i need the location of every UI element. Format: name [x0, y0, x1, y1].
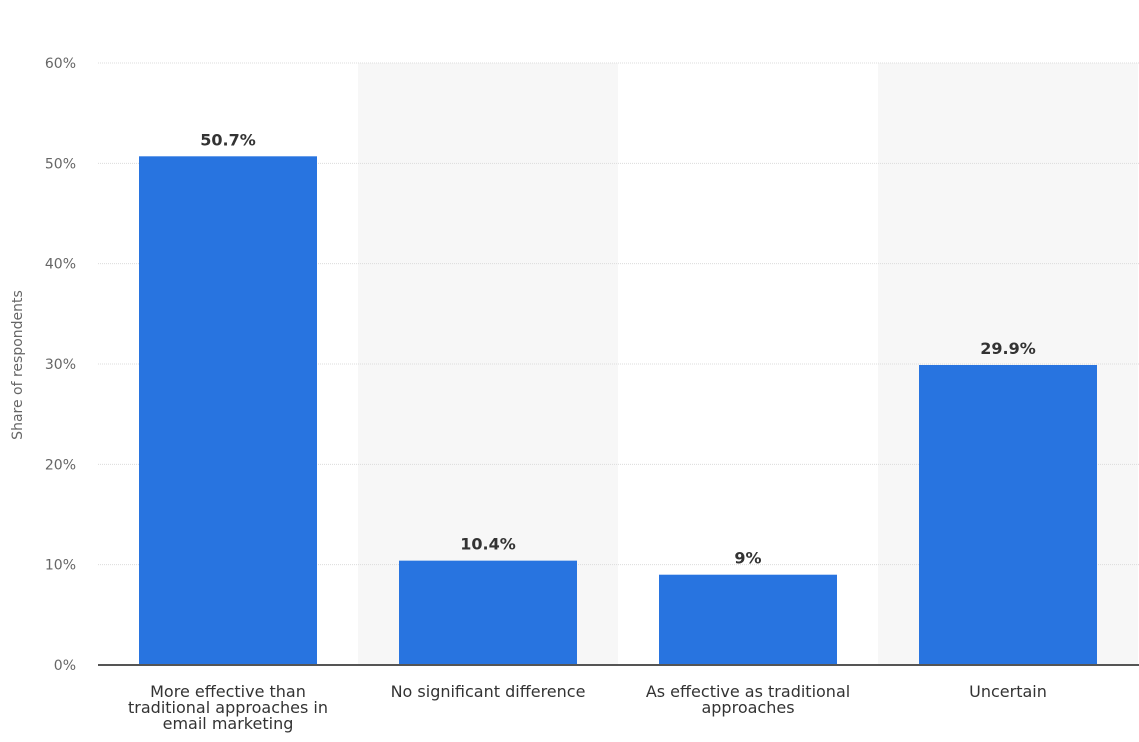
data-label: 9%: [734, 549, 761, 568]
bar: [139, 156, 317, 665]
y-axis-title: Share of respondents: [10, 290, 26, 440]
x-category-label: As effective as traditional approaches: [646, 682, 850, 717]
bars-layer: [139, 156, 1097, 665]
x-category-label-line: No significant difference: [391, 682, 586, 701]
y-tick-label: 20%: [45, 457, 76, 473]
x-category-label: No significant difference: [391, 682, 586, 701]
x-category-label-line: Uncertain: [969, 682, 1047, 701]
y-tick-label: 30%: [45, 357, 76, 373]
bar: [399, 560, 577, 665]
bar: [919, 365, 1097, 665]
y-tick-label: 50%: [45, 156, 76, 172]
x-category-label: More effective than traditional approache…: [128, 682, 328, 733]
x-category-label-line: More effective than: [150, 682, 306, 701]
axis-layer: 0% 10% 20% 30% 40% 50% 60% More effective than t…: [45, 56, 1139, 733]
y-tick-label: 60%: [45, 56, 76, 72]
x-category-label-line: email marketing: [163, 714, 294, 733]
bar: [659, 574, 837, 665]
data-label: 10.4%: [460, 535, 516, 554]
grid-layer: [98, 62, 1139, 566]
x-category-label-line: approaches: [701, 698, 794, 717]
y-tick-label: 10%: [45, 558, 76, 574]
data-label: 50.7%: [200, 130, 256, 149]
x-category-label: Uncertain: [969, 682, 1047, 701]
y-tick-label: 0%: [54, 658, 76, 674]
data-labels-layer: 50.7% 10.4% 9% 29.9%: [200, 130, 1036, 567]
y-tick-label: 40%: [45, 257, 76, 273]
x-category-label-line: As effective as traditional: [646, 682, 850, 701]
x-category-label-line: traditional approaches in: [128, 698, 328, 717]
data-label: 29.9%: [980, 339, 1036, 358]
